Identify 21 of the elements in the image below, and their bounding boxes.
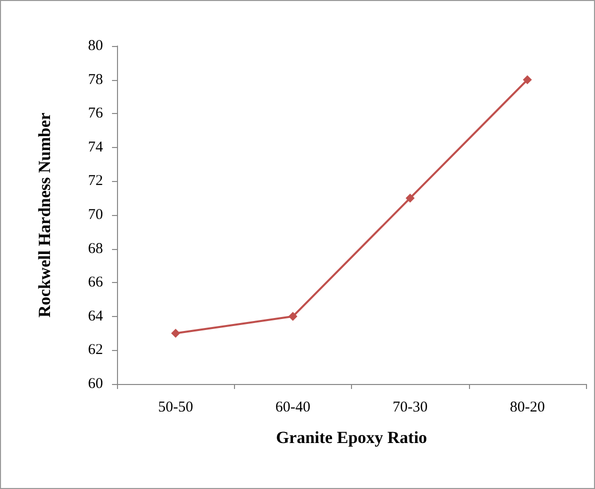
x-tick-label: 80-20 bbox=[510, 400, 545, 416]
y-tick-label: 60 bbox=[88, 376, 103, 392]
x-tick-label: 60-40 bbox=[275, 400, 310, 416]
y-tick-label: 64 bbox=[88, 308, 104, 324]
y-tick-label: 62 bbox=[88, 342, 103, 358]
x-axis-title: Granite Epoxy Ratio bbox=[276, 428, 428, 447]
x-tick-label: 50-50 bbox=[158, 400, 194, 416]
y-tick-label: 78 bbox=[88, 72, 103, 88]
y-tick-label: 66 bbox=[88, 274, 104, 291]
point bbox=[288, 312, 298, 321]
y-tick-label: 74 bbox=[88, 139, 104, 156]
point bbox=[406, 194, 415, 203]
x-tick-label: 70-30 bbox=[392, 400, 428, 416]
y-axis-title: Rockwell Hardness Number bbox=[35, 112, 54, 318]
point bbox=[522, 75, 532, 84]
y-tick-label: 76 bbox=[88, 106, 104, 122]
y-tick-label: 68 bbox=[88, 240, 103, 257]
y-tick-label: 72 bbox=[88, 173, 103, 190]
y-tick-label: 80 bbox=[88, 38, 103, 54]
y-tick-label: 70 bbox=[88, 207, 103, 223]
point bbox=[171, 328, 180, 338]
